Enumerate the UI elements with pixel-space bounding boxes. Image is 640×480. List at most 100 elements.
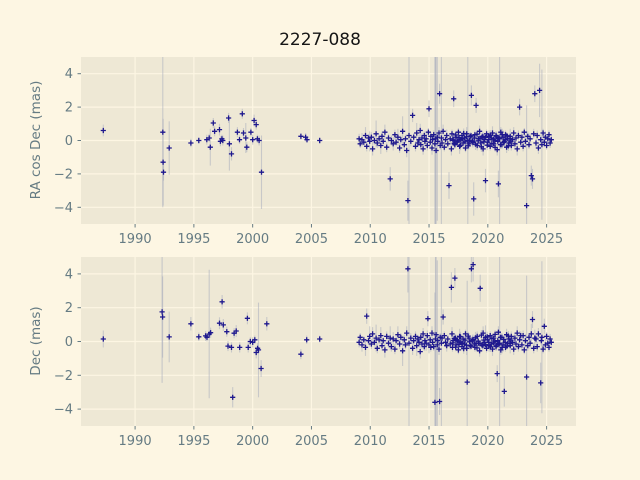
data-point-marker bbox=[486, 339, 492, 345]
data-point-marker bbox=[390, 336, 396, 342]
data-point-marker bbox=[376, 136, 382, 142]
data-point-marker bbox=[410, 112, 416, 118]
data-point-marker bbox=[497, 334, 504, 340]
data-point-marker bbox=[437, 398, 443, 405]
data-point-marker bbox=[362, 132, 369, 139]
data-point-marker bbox=[395, 332, 401, 338]
data-point-marker bbox=[380, 138, 386, 144]
data-point-marker bbox=[414, 343, 420, 349]
data-point-marker bbox=[385, 135, 392, 141]
data-point-marker bbox=[421, 132, 427, 139]
data-point-marker bbox=[428, 344, 434, 350]
data-point-marker bbox=[256, 137, 262, 144]
data-point-marker bbox=[384, 144, 390, 150]
data-point-marker bbox=[451, 140, 457, 147]
data-point-marker bbox=[425, 316, 431, 322]
data-point-marker bbox=[511, 130, 517, 136]
data-point-marker bbox=[435, 138, 441, 144]
data-point-marker bbox=[501, 139, 507, 146]
data-point-marker bbox=[435, 338, 441, 344]
data-point-marker bbox=[196, 334, 202, 340]
data-point-marker bbox=[412, 143, 419, 149]
data-point-marker bbox=[412, 333, 419, 339]
data-point-marker bbox=[508, 139, 514, 145]
data-point-marker bbox=[244, 144, 250, 150]
data-point-marker bbox=[456, 341, 462, 348]
data-point-marker bbox=[370, 331, 376, 337]
data-point-marker bbox=[368, 134, 374, 140]
data-point-marker bbox=[480, 133, 486, 139]
data-point-marker bbox=[382, 129, 388, 135]
data-point-marker bbox=[534, 344, 540, 350]
data-point-marker bbox=[462, 145, 469, 151]
data-point-marker bbox=[379, 133, 385, 139]
data-point-marker bbox=[397, 341, 403, 347]
data-point-marker bbox=[247, 338, 253, 345]
y-tick-label: 4 bbox=[65, 267, 73, 282]
data-point-marker bbox=[441, 333, 447, 339]
data-point-marker bbox=[521, 129, 527, 135]
data-point-marker bbox=[520, 143, 526, 149]
data-point-marker bbox=[418, 334, 424, 340]
data-point-marker bbox=[464, 379, 470, 385]
data-point-marker bbox=[379, 343, 385, 349]
data-point-marker bbox=[528, 173, 534, 179]
dec-panel: 1990 1995 2000 2005 2010 2015 2020 2025 −4 −2 0 2 4 bbox=[54, 257, 576, 449]
data-point-marker bbox=[496, 341, 502, 347]
data-point-marker bbox=[402, 342, 409, 348]
data-point-marker bbox=[298, 351, 304, 357]
data-point-marker bbox=[432, 141, 438, 147]
data-point-marker bbox=[531, 131, 537, 137]
data-point-marker bbox=[477, 348, 483, 354]
data-point-marker bbox=[514, 330, 520, 336]
data-point-marker bbox=[376, 337, 382, 343]
data-point-marker bbox=[424, 142, 430, 149]
data-point-marker bbox=[398, 334, 404, 340]
data-point-marker bbox=[250, 137, 256, 143]
data-point-marker bbox=[470, 262, 476, 268]
data-point-marker bbox=[402, 136, 409, 142]
data-point-marker bbox=[100, 336, 106, 342]
data-point-marker bbox=[432, 399, 438, 405]
data-point-marker bbox=[505, 333, 511, 339]
data-point-marker bbox=[421, 344, 427, 350]
data-point-marker bbox=[436, 346, 442, 352]
data-point-marker bbox=[544, 142, 550, 149]
data-point-marker bbox=[317, 336, 323, 342]
data-point-marker bbox=[519, 342, 525, 348]
x-tick-label: 1995 bbox=[177, 434, 210, 449]
data-point-marker bbox=[517, 337, 523, 343]
data-point-marker bbox=[484, 131, 490, 137]
data-point-marker bbox=[547, 336, 553, 342]
data-point-marker bbox=[442, 339, 449, 345]
data-point-marker bbox=[450, 136, 456, 142]
data-point-marker bbox=[382, 347, 388, 353]
tick-labels: 1990 1995 2000 2005 2010 2015 2020 2025 −4 −2 0 2 4 bbox=[54, 67, 563, 247]
x-tick-label: 2025 bbox=[530, 434, 563, 449]
data-point-marker bbox=[539, 142, 545, 148]
x-tick-label: 2000 bbox=[236, 434, 269, 449]
data-point-marker bbox=[451, 335, 457, 342]
data-point-marker bbox=[515, 344, 521, 350]
data-point-marker bbox=[526, 334, 532, 340]
data-point-marker bbox=[374, 345, 380, 351]
data-point-marker bbox=[477, 285, 483, 291]
data-point-marker bbox=[226, 115, 232, 121]
data-point-marker bbox=[477, 128, 483, 134]
data-point-marker bbox=[541, 323, 547, 329]
data-point-marker bbox=[539, 334, 545, 340]
data-point-marker bbox=[230, 394, 236, 400]
data-point-marker bbox=[393, 139, 399, 145]
data-point-marker bbox=[484, 142, 490, 148]
y-tick-label: −4 bbox=[54, 201, 73, 216]
data-point-marker bbox=[445, 336, 451, 342]
data-point-marker bbox=[450, 340, 456, 346]
data-point-marker bbox=[533, 140, 539, 146]
data-point-marker bbox=[264, 321, 270, 327]
data-point-marker bbox=[387, 176, 393, 182]
tick-marks bbox=[77, 273, 548, 430]
y-tick-label: 2 bbox=[65, 101, 73, 116]
data-point-marker bbox=[513, 341, 519, 347]
data-point-marker bbox=[424, 333, 430, 339]
